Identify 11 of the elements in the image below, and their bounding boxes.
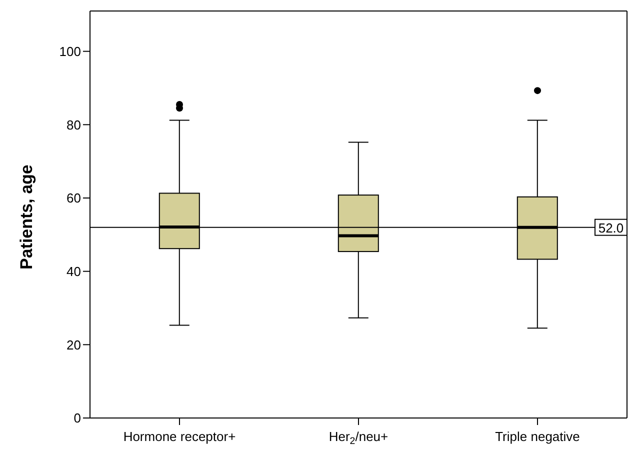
y-axis-title: Patients, age [17,164,36,270]
x-tick-label: Triple negative [495,429,580,444]
x-tick-label: Hormone receptor+ [123,429,236,444]
ref-line-label: 52.0 [598,220,624,236]
y-tick-label: 80 [66,117,81,132]
y-tick-label: 100 [59,44,81,59]
x-tick-label: Her$_{2}$/neu+ [328,429,388,447]
y-tick-label: 40 [66,264,81,279]
y-tick-label: 0 [74,410,81,426]
y-tick-label: 20 [66,337,81,352]
y-tick-label: 60 [66,190,81,206]
